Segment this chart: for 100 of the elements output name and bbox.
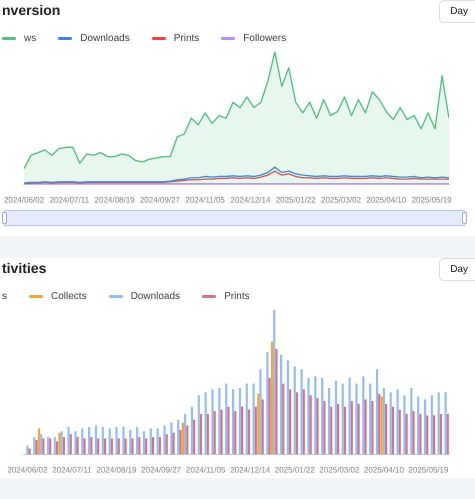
bar <box>412 411 415 454</box>
bar <box>131 438 134 454</box>
bar <box>406 414 408 454</box>
legend-label: Prints <box>224 290 250 302</box>
bar <box>182 422 184 454</box>
x-tick-label: 2025/01/22 <box>274 465 316 474</box>
legend-label: Prints <box>174 32 200 44</box>
bar <box>186 426 188 454</box>
x-tick-label: 2025/01/22 <box>276 195 316 204</box>
bar <box>163 426 166 454</box>
bar <box>177 420 180 454</box>
bar <box>40 434 42 454</box>
bar <box>58 432 61 454</box>
bar <box>33 437 36 454</box>
bar <box>241 406 244 454</box>
bar <box>430 395 433 454</box>
bar <box>364 400 367 454</box>
bar <box>376 369 378 454</box>
bar <box>211 389 214 454</box>
bar <box>129 430 132 454</box>
bar <box>362 376 364 454</box>
bar <box>76 437 79 454</box>
x-tick-label: 2024/08/19 <box>96 465 138 474</box>
bar <box>288 389 292 454</box>
legend-label: Collects <box>51 290 87 302</box>
x-tick-label: 2024/08/19 <box>94 195 136 204</box>
bar <box>136 426 138 454</box>
bar <box>350 400 353 454</box>
x-tick-label: 2025/04/10 <box>364 465 404 474</box>
bar <box>54 437 56 454</box>
x-tick-label: 2025/05/19 <box>408 465 449 474</box>
bar <box>97 438 100 454</box>
legend-label: ws <box>24 32 36 44</box>
bar <box>124 438 127 454</box>
bar <box>248 410 250 454</box>
bar <box>227 406 230 454</box>
bar <box>26 446 29 454</box>
bar <box>145 438 148 454</box>
bar <box>60 431 63 454</box>
bar <box>108 428 111 454</box>
bar <box>328 388 330 454</box>
bar <box>432 415 436 454</box>
bar <box>310 395 312 454</box>
bar <box>266 352 268 454</box>
bar <box>238 388 242 454</box>
bar <box>150 428 152 454</box>
bar <box>74 431 76 454</box>
bar <box>392 406 394 454</box>
bar <box>104 438 106 454</box>
chart-title: nversion <box>2 2 60 18</box>
x-tick-label: 2025/03/02 <box>319 465 360 474</box>
bar <box>38 428 40 454</box>
bar <box>198 395 200 454</box>
bar <box>214 411 216 454</box>
bar <box>252 384 255 454</box>
bar <box>62 437 65 454</box>
bar <box>118 438 120 454</box>
bar <box>206 414 209 454</box>
bar <box>446 414 449 454</box>
bar <box>170 422 172 454</box>
bar <box>88 426 90 454</box>
bar <box>378 394 380 454</box>
bar <box>122 426 124 454</box>
bar <box>286 360 289 454</box>
x-tick-label: 2024/07/11 <box>50 195 90 204</box>
x-tick-label: 2024/07/11 <box>52 465 92 474</box>
bar <box>81 428 84 454</box>
x-tick-label: 2024/09/27 <box>141 465 182 474</box>
x-tick-label: 2024/12/14 <box>230 465 271 474</box>
bar <box>380 396 383 454</box>
bar <box>438 392 440 454</box>
x-tick-label: 2024/11/05 <box>185 195 226 204</box>
bar <box>115 426 118 454</box>
bar <box>138 437 140 454</box>
bar <box>334 380 337 454</box>
bar <box>225 384 228 454</box>
bar <box>426 415 428 454</box>
bar <box>316 398 319 454</box>
bar <box>323 400 326 454</box>
bar <box>296 392 298 454</box>
bar <box>262 400 264 454</box>
x-tick-label: 2025/05/19 <box>412 195 452 204</box>
x-tick-label: 2024/06/02 <box>4 195 45 204</box>
x-tick-label: 2024/12/14 <box>230 195 271 204</box>
x-tick-label: 2025/04/10 <box>366 195 407 204</box>
bar <box>302 389 305 454</box>
bar <box>321 378 324 454</box>
bar <box>270 342 274 454</box>
bar <box>410 388 412 454</box>
bar <box>314 376 316 454</box>
legend-label: Followers <box>243 32 286 44</box>
chart-title: tivities <box>2 260 46 276</box>
bar <box>417 396 420 454</box>
bar <box>294 366 296 454</box>
bar <box>218 388 220 454</box>
bar <box>307 378 310 454</box>
bar <box>94 426 98 454</box>
bar <box>419 414 422 454</box>
bar <box>390 392 392 454</box>
bar <box>355 384 358 454</box>
